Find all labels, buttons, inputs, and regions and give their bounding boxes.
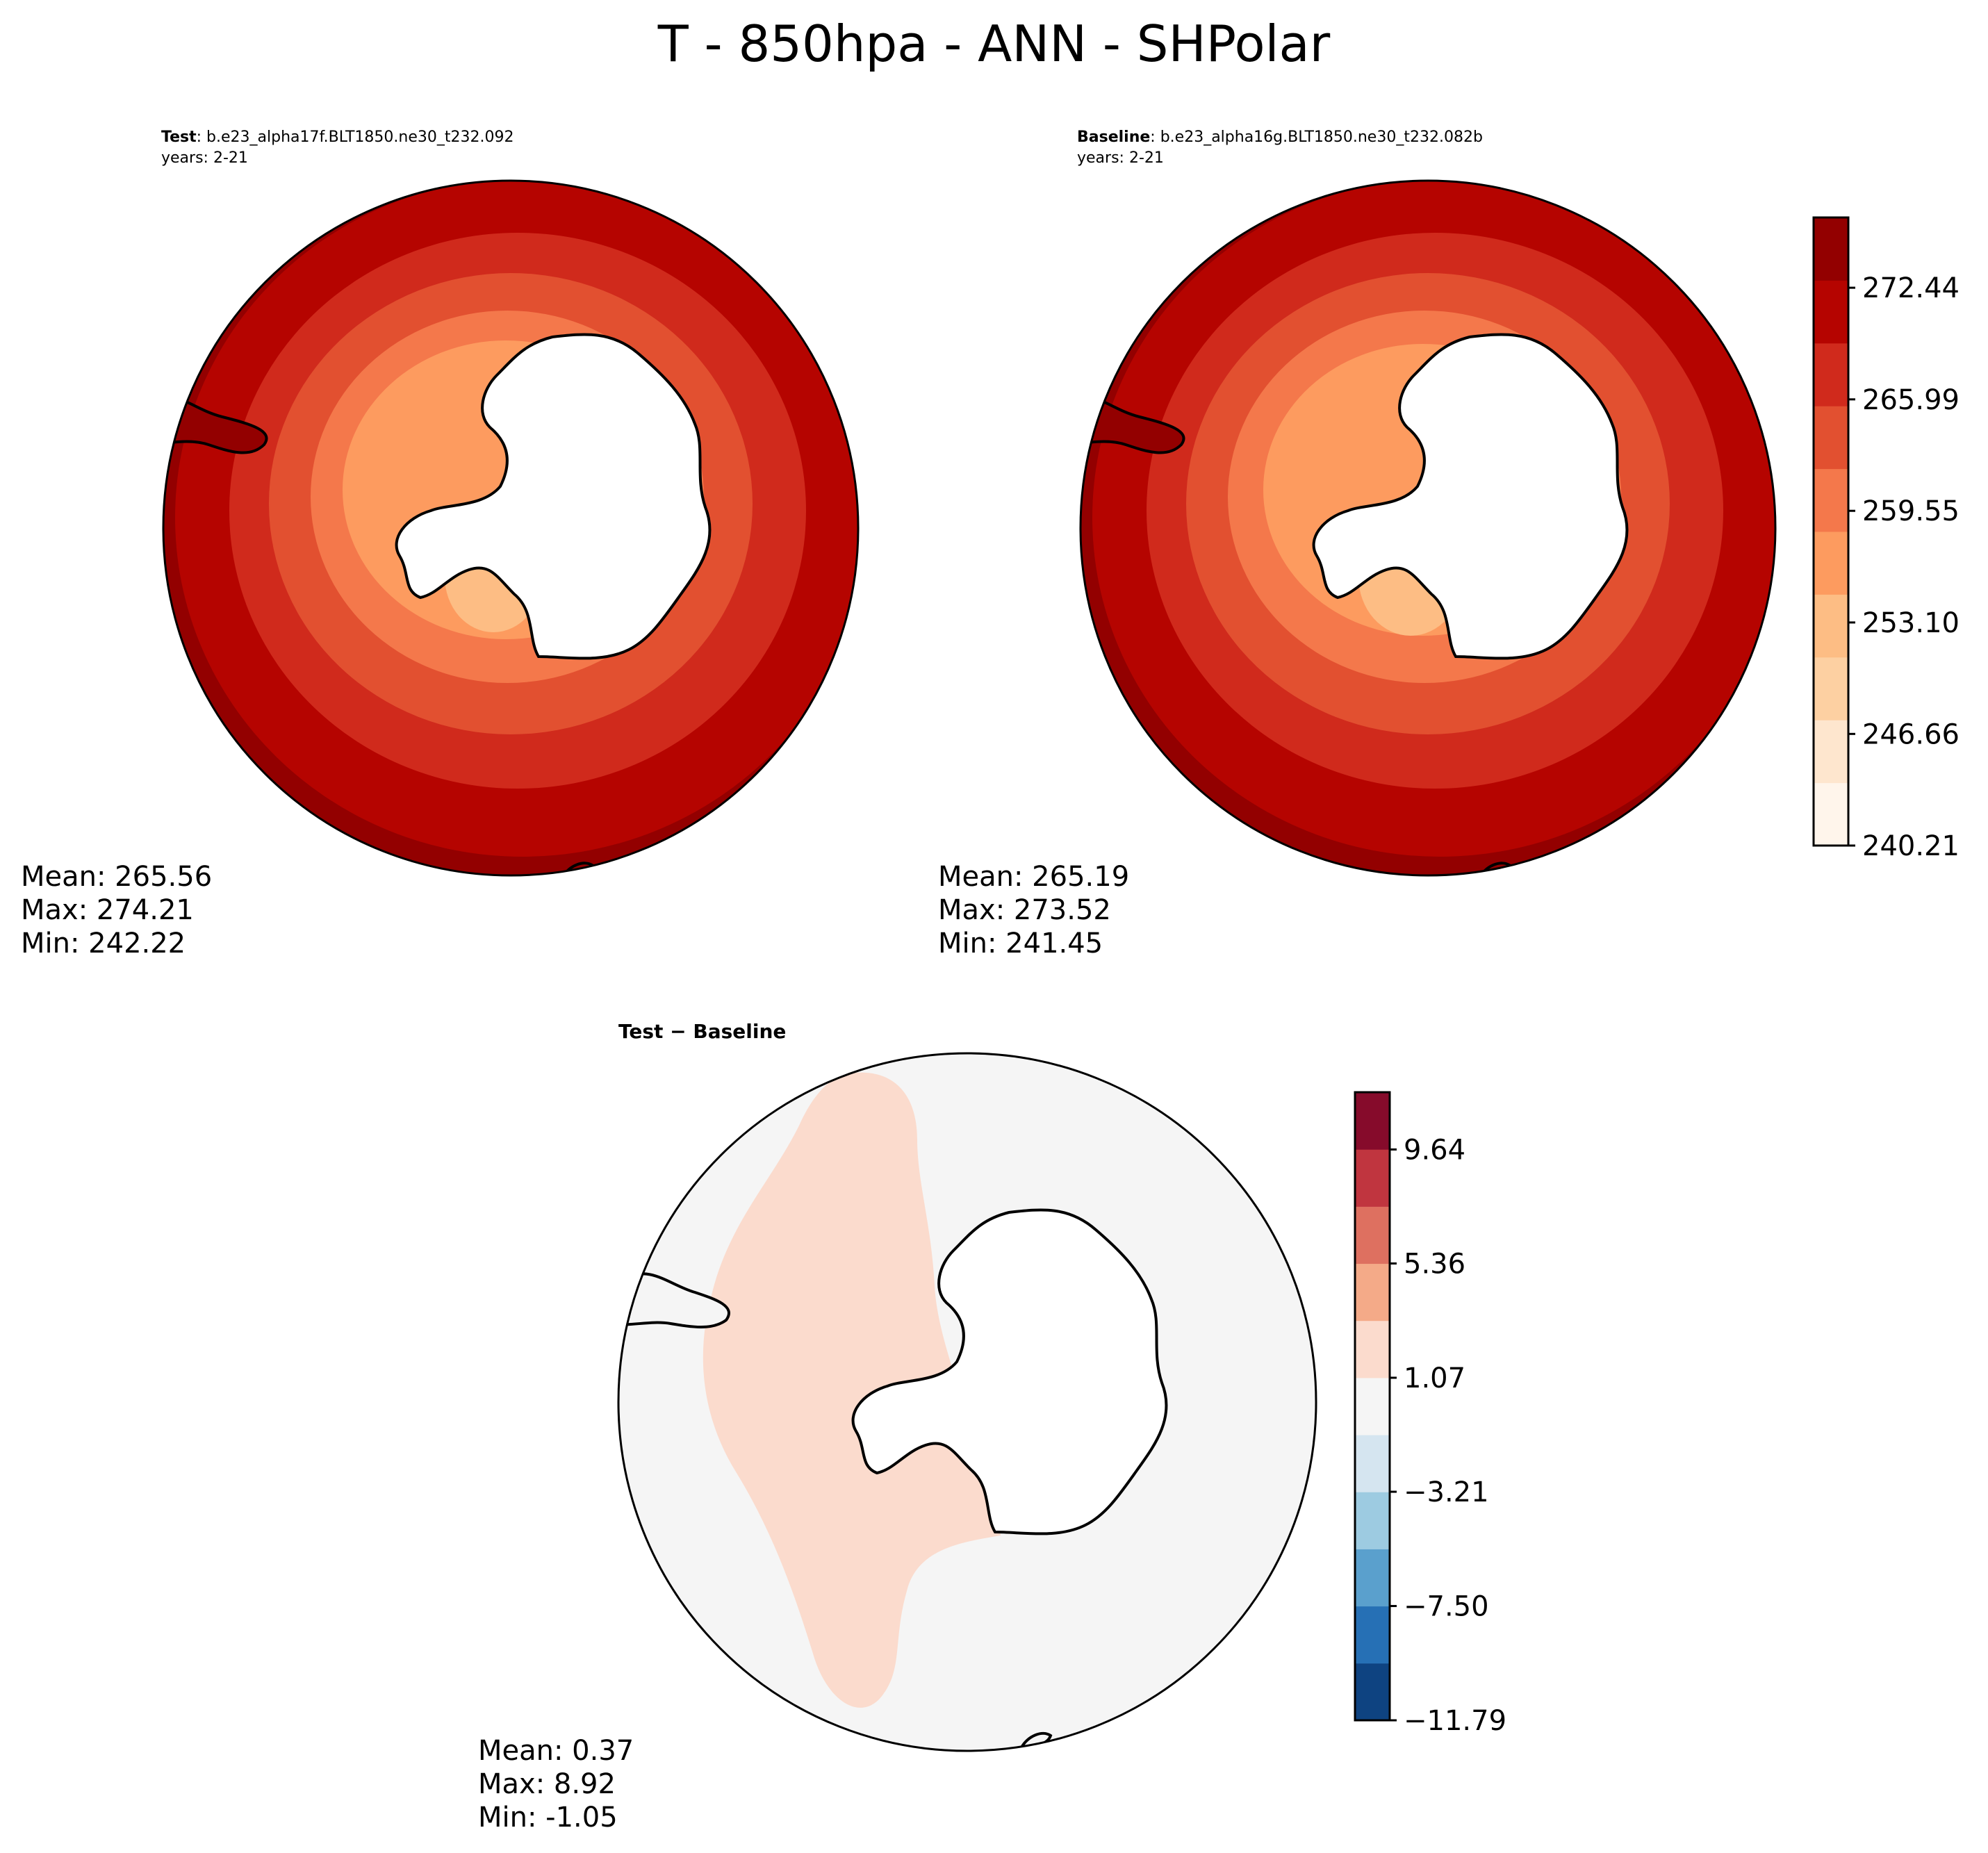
baseline-stats: Mean: 265.19 Max: 273.52 Min: 241.45 bbox=[938, 860, 1129, 960]
main-colorbar-swatch-3 bbox=[1814, 594, 1848, 658]
diff-south-america bbox=[618, 1272, 730, 1328]
main-colorbar-swatch-2 bbox=[1814, 657, 1848, 720]
test-map-boundary bbox=[162, 179, 860, 877]
main-colorbar: 240.21 246.66 253.10 259.55 265.99 272.44 bbox=[1812, 216, 1960, 862]
main-colorbar-tick-label-3: 259.55 bbox=[1862, 495, 1960, 527]
diff-colorbar-swatch-2 bbox=[1355, 1549, 1390, 1607]
main-colorbar-swatch-4 bbox=[1814, 532, 1848, 595]
test-years: years: 2-21 bbox=[161, 149, 248, 167]
baseline-mean: Mean: 265.19 bbox=[938, 861, 1130, 893]
diff-map bbox=[617, 1052, 1317, 1752]
diff-colorbar-tick-label-5: 9.64 bbox=[1404, 1134, 1465, 1166]
diff-colorbar-swatch-8 bbox=[1355, 1206, 1390, 1265]
diff-panel-title: Test − Baseline bbox=[618, 1020, 787, 1043]
baseline-panel-title: Baseline: b.e23_alpha16g.BLT1850.ne30_t2… bbox=[1077, 127, 1483, 148]
test-case-name: : b.e23_alpha17f.BLT1850.ne30_t232.092 bbox=[196, 129, 514, 146]
diff-min: Min: -1.05 bbox=[478, 1802, 618, 1834]
diff-colorbar-tick-label-2: −3.21 bbox=[1404, 1476, 1489, 1508]
diff-colorbar-swatch-9 bbox=[1355, 1149, 1390, 1207]
diff-positive-region bbox=[703, 1072, 1001, 1708]
diff-colorbar-swatch-10 bbox=[1355, 1092, 1390, 1150]
diff-colorbar-swatch-1 bbox=[1355, 1606, 1390, 1664]
test-label: Test bbox=[161, 129, 197, 146]
baseline-map bbox=[1079, 179, 1777, 877]
main-colorbar-swatch-9 bbox=[1814, 217, 1848, 281]
diff-colorbar-tick-label-4: 5.36 bbox=[1404, 1249, 1465, 1280]
main-colorbar-swatch-1 bbox=[1814, 720, 1848, 784]
diff-colorbar-swatch-5 bbox=[1355, 1377, 1390, 1435]
baseline-max: Max: 273.52 bbox=[938, 894, 1111, 926]
main-colorbar-swatch-7 bbox=[1814, 343, 1848, 406]
main-colorbar-tick-label-4: 265.99 bbox=[1862, 384, 1960, 416]
diff-colorbar: −11.79 −7.50 −3.21 1.07 5.36 9.64 bbox=[1354, 1091, 1506, 1737]
diff-colorbar-swatch-4 bbox=[1355, 1435, 1390, 1492]
diff-colorbar-swatch-0 bbox=[1355, 1663, 1390, 1721]
baseline-case-name: : b.e23_alpha16g.BLT1850.ne30_t232.082b bbox=[1150, 129, 1483, 146]
main-colorbar-swatch-6 bbox=[1814, 406, 1848, 470]
main-colorbar-swatch-8 bbox=[1814, 280, 1848, 344]
main-colorbar-frame bbox=[1812, 216, 1850, 847]
test-map bbox=[162, 179, 860, 877]
diff-max: Max: 8.92 bbox=[478, 1768, 616, 1800]
diff-colorbar-swatch-6 bbox=[1355, 1320, 1390, 1378]
main-colorbar-swatch-5 bbox=[1814, 468, 1848, 532]
diff-colorbar-swatch-7 bbox=[1355, 1263, 1390, 1321]
diff-colorbar-swatch-3 bbox=[1355, 1492, 1390, 1549]
test-panel-title: Test: b.e23_alpha17f.BLT1850.ne30_t232.0… bbox=[161, 127, 514, 148]
diff-map-boundary bbox=[617, 1052, 1317, 1752]
figure-title: T - 850hpa - ANN - SHPolar bbox=[657, 15, 1331, 73]
main-colorbar-swatch-0 bbox=[1814, 782, 1848, 846]
diff-stats: Mean: 0.37 Max: 8.92 Min: -1.05 bbox=[478, 1734, 634, 1834]
diff-mean: Mean: 0.37 bbox=[478, 1735, 634, 1767]
diff-colorbar-tick-label-0: −11.79 bbox=[1404, 1705, 1506, 1737]
test-max: Max: 274.21 bbox=[21, 894, 194, 926]
baseline-min: Min: 241.45 bbox=[938, 928, 1103, 960]
baseline-map-boundary bbox=[1079, 179, 1777, 877]
main-colorbar-tick-label-5: 272.44 bbox=[1862, 272, 1960, 304]
diff-colorbar-frame bbox=[1354, 1091, 1391, 1722]
main-colorbar-tick-label-1: 246.66 bbox=[1862, 718, 1960, 750]
diff-colorbar-tick-label-3: 1.07 bbox=[1404, 1362, 1465, 1394]
test-min: Min: 242.22 bbox=[21, 928, 186, 960]
main-colorbar-tick-label-2: 253.10 bbox=[1862, 607, 1960, 639]
baseline-label: Baseline bbox=[1077, 129, 1151, 146]
main-colorbar-tick-label-0: 240.21 bbox=[1862, 830, 1960, 862]
test-stats: Mean: 265.56 Max: 274.21 Min: 242.22 bbox=[21, 860, 212, 960]
baseline-years: years: 2-21 bbox=[1077, 149, 1164, 167]
test-mean: Mean: 265.56 bbox=[21, 861, 213, 893]
diff-colorbar-tick-label-1: −7.50 bbox=[1404, 1591, 1489, 1623]
